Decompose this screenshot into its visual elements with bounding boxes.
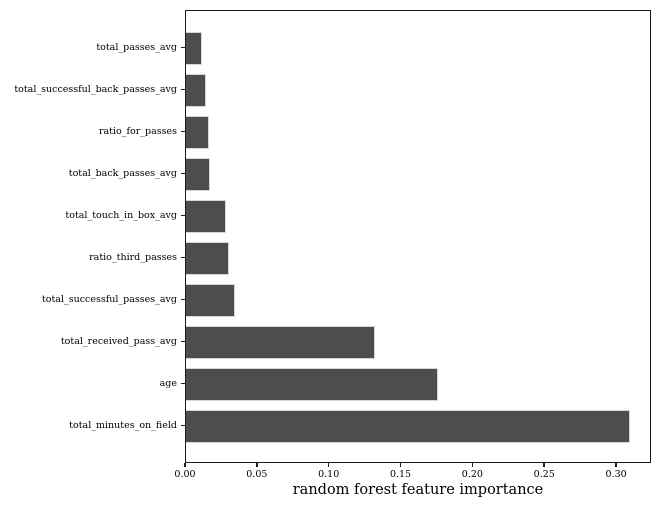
x-axis-title: random forest feature importance	[292, 482, 544, 498]
x-tick-label-0.05: 0.05	[246, 469, 268, 480]
x-tick-label-0.00: 0.00	[174, 469, 196, 480]
y-tick-label-total_received_pass_avg: total_received_pass_avg	[60, 336, 177, 347]
x-tick-mark	[399, 463, 402, 467]
y-tick-mark	[181, 172, 185, 175]
y-tick-mark	[181, 214, 185, 217]
bar-total_successful_passes_avg	[186, 284, 235, 317]
y-tick-mark	[181, 340, 185, 343]
y-tick-label-total_passes_avg: total_passes_avg	[96, 42, 177, 53]
bar-total_successful_back_passes_avg	[186, 74, 207, 107]
x-tick-label-0.25: 0.25	[533, 469, 555, 480]
plot-area	[185, 10, 651, 463]
y-tick-mark	[181, 382, 185, 385]
bar-ratio_for_passes	[186, 116, 209, 149]
x-tick-mark	[327, 463, 330, 467]
y-tick-label-total_successful_passes_avg: total_successful_passes_avg	[41, 294, 177, 305]
x-tick-mark	[471, 463, 474, 467]
x-tick-label-0.10: 0.10	[318, 469, 340, 480]
y-tick-mark	[181, 130, 185, 133]
x-tick-label-0.15: 0.15	[389, 469, 412, 480]
x-tick-label-0.20: 0.20	[461, 469, 483, 480]
x-tick-mark	[543, 463, 545, 467]
bar-total_back_passes_avg	[186, 158, 211, 191]
y-tick-mark	[181, 46, 185, 49]
y-tick-label-ratio_for_passes: ratio_for_passes	[98, 126, 177, 137]
bar-total_received_pass_avg	[186, 326, 375, 359]
y-tick-label-age: age	[159, 378, 177, 389]
bar-total_minutes_on_field	[186, 410, 630, 443]
y-tick-mark	[181, 256, 185, 259]
bar-age	[186, 368, 438, 401]
y-tick-label-total_successful_back_passes_avg: total_successful_back_passes_avg	[14, 84, 177, 95]
bar-ratio_third_passes	[186, 242, 229, 275]
bar-total_touch_in_box_avg	[186, 200, 227, 233]
y-tick-label-total_minutes_on_field: total_minutes_on_field	[69, 420, 177, 431]
bar-total_passes_avg	[186, 32, 202, 65]
x-tick-mark	[615, 463, 617, 467]
x-tick-mark	[184, 463, 186, 467]
x-tick-mark	[256, 463, 258, 467]
y-tick-mark	[181, 88, 185, 91]
y-tick-mark	[181, 424, 185, 427]
y-tick-mark	[181, 298, 185, 301]
y-tick-label-total_touch_in_box_avg: total_touch_in_box_avg	[65, 210, 177, 221]
y-tick-label-total_back_passes_avg: total_back_passes_avg	[68, 168, 177, 179]
y-tick-label-ratio_third_passes: ratio_third_passes	[89, 252, 177, 263]
x-tick-label-0.30: 0.30	[605, 469, 627, 480]
